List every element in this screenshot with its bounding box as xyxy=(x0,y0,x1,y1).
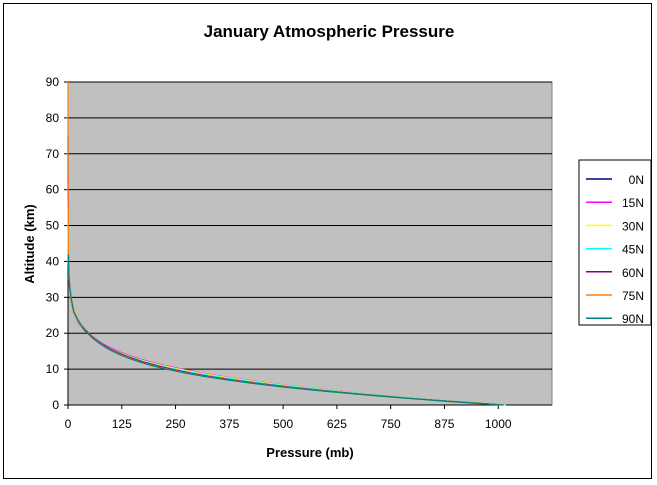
legend-entry: 30N xyxy=(622,219,644,233)
legend-entry: 15N xyxy=(622,196,644,210)
x-tick-label: 1000 xyxy=(485,417,512,431)
y-tick-label: 20 xyxy=(46,326,60,340)
y-tick-label: 30 xyxy=(46,290,60,304)
y-tick-label: 40 xyxy=(46,254,60,268)
chart-title: January Atmospheric Pressure xyxy=(204,22,455,41)
x-tick-label: 125 xyxy=(112,417,132,431)
x-tick-label: 0 xyxy=(65,417,72,431)
axes: 0 10 20 30 40 50 60 70 80 90 0 125 250 375 500 625 750 87… xyxy=(46,75,552,431)
chart-frame: January Atmospheric Pressure 0 10 20 30 40 50… xyxy=(3,3,652,479)
x-tick-label: 625 xyxy=(327,417,347,431)
x-tick-label: 500 xyxy=(273,417,293,431)
legend-box xyxy=(578,159,651,326)
y-tick-label: 50 xyxy=(46,219,60,233)
series-layer xyxy=(67,82,507,406)
legend-entry: 90N xyxy=(622,312,644,326)
legend-entry: 45N xyxy=(622,243,644,257)
legend-entry: 60N xyxy=(622,266,644,280)
y-axis-title: Altitude (km) xyxy=(22,204,37,283)
legend-entry: 75N xyxy=(622,289,644,303)
gridlines xyxy=(68,81,552,370)
y-tick-label: 10 xyxy=(46,362,60,376)
y-tick-label: 90 xyxy=(46,75,60,89)
series-line-90N xyxy=(67,254,503,406)
legend-entry: 0N xyxy=(629,173,644,187)
x-tick-label: 375 xyxy=(219,417,239,431)
y-tick-label: 60 xyxy=(46,183,60,197)
y-tick-label: 0 xyxy=(52,398,59,412)
line-chart: January Atmospheric Pressure 0 10 20 30 40 50… xyxy=(22,22,651,460)
x-tick-label: 750 xyxy=(381,417,401,431)
x-axis-title: Pressure (mb) xyxy=(266,445,353,460)
x-tick-label: 250 xyxy=(166,417,186,431)
y-tick-label: 70 xyxy=(46,147,60,161)
y-tick-label: 80 xyxy=(46,111,60,125)
x-tick-label: 875 xyxy=(434,417,454,431)
plot-area xyxy=(67,81,553,406)
legend: 0N 15N 30N 45N 60N 75N 90N xyxy=(578,159,651,326)
